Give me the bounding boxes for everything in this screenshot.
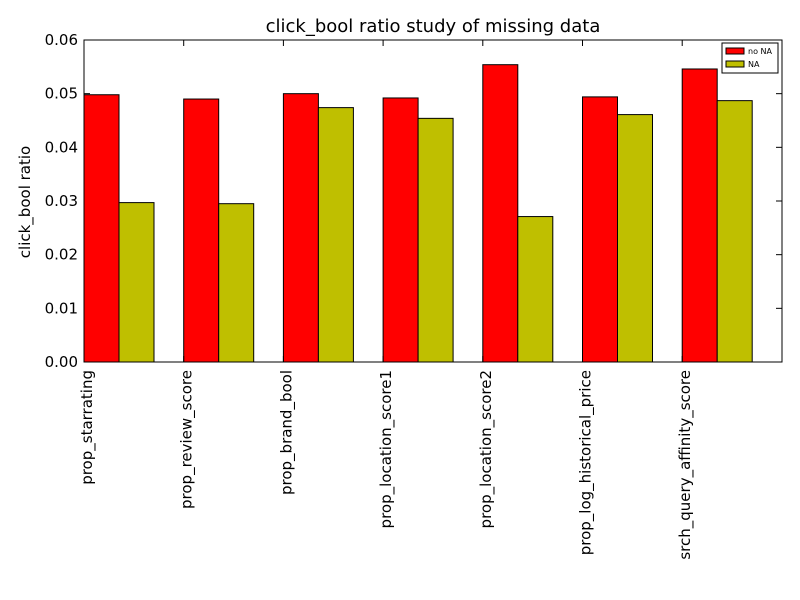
bar-no-na xyxy=(382,97,419,363)
plot-frame xyxy=(83,39,783,363)
y-tick-label: 0.04 xyxy=(45,138,78,156)
bar-no-na xyxy=(83,94,120,363)
bar-na xyxy=(218,203,255,363)
bar-na xyxy=(716,100,753,363)
legend: no NA NA xyxy=(721,42,779,74)
x-tick-label: prop_location_score1 xyxy=(377,370,396,528)
x-tick-label: prop_review_score xyxy=(178,370,197,509)
chart-title: click_bool ratio study of missing data xyxy=(266,16,601,37)
legend-swatch-na xyxy=(725,60,745,68)
bar-na xyxy=(617,114,653,363)
legend-swatch-no-na xyxy=(725,47,745,55)
y-tick-label: 0.00 xyxy=(45,353,78,371)
x-tick-label: prop_location_score2 xyxy=(477,370,496,528)
bar-na xyxy=(517,216,554,363)
legend-label-no-na: no NA xyxy=(748,47,772,56)
y-axis-label: click_bool ratio xyxy=(16,146,35,258)
y-tick-label: 0.06 xyxy=(45,31,78,49)
bar-na xyxy=(118,202,155,363)
bar-no-na xyxy=(482,64,519,363)
bar-no-na xyxy=(582,96,618,363)
x-tick-label: prop_log_historical_price xyxy=(577,370,596,555)
bar-no-na xyxy=(282,93,319,363)
bar-na xyxy=(417,117,454,363)
x-tick-label: prop_starrating xyxy=(78,370,97,485)
y-tick-label: 0.01 xyxy=(45,299,78,317)
legend-label-na: NA xyxy=(748,60,760,69)
y-tick-label: 0.02 xyxy=(45,246,78,264)
x-axis-ticks: prop_starrating prop_review_score prop_bra… xyxy=(78,40,695,560)
y-tick-label: 0.05 xyxy=(45,85,78,103)
bars-group xyxy=(83,64,753,363)
bar-no-na xyxy=(681,68,718,363)
x-tick-label: prop_brand_bool xyxy=(277,370,296,495)
bar-no-na xyxy=(183,98,220,363)
x-tick-label: srch_query_affinity_score xyxy=(676,370,695,560)
y-tick-label: 0.03 xyxy=(45,192,78,210)
bar-na xyxy=(317,107,354,363)
